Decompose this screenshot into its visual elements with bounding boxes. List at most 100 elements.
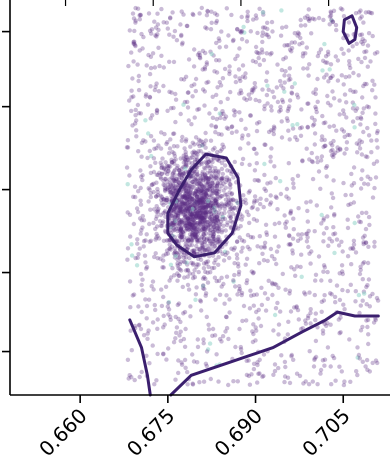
scatter-point: [187, 271, 192, 276]
scatter-point: [363, 364, 368, 369]
scatter-point: [200, 243, 205, 248]
scatter-point: [338, 315, 343, 320]
scatter-point: [177, 261, 183, 267]
scatter-point: [333, 300, 338, 305]
scatter-point: [176, 226, 182, 232]
scatter-point: [209, 214, 214, 219]
scatter-point: [284, 194, 289, 199]
scatter-point: [173, 205, 178, 211]
scatter-point: [206, 176, 211, 181]
scatter-point: [208, 224, 213, 229]
scatter-point: [294, 305, 299, 310]
scatter-point: [176, 266, 181, 271]
scatter-point: [136, 189, 141, 194]
scatter-point: [175, 257, 180, 262]
scatter-point: [173, 253, 178, 259]
scatter-point: [336, 317, 341, 322]
scatter-point: [201, 204, 207, 209]
scatter-point: [175, 183, 181, 188]
scatter-point: [159, 53, 164, 58]
scatter-point: [254, 218, 260, 223]
scatter-point: [180, 224, 185, 229]
scatter-point: [268, 159, 273, 164]
scatter-point: [286, 106, 291, 111]
scatter-point: [263, 188, 269, 193]
scatter-point: [198, 298, 203, 303]
scatter-point: [200, 195, 205, 200]
scatter-point: [131, 94, 136, 99]
scatter-point: [293, 135, 298, 140]
scatter-point: [185, 382, 190, 387]
scatter-point: [154, 224, 160, 229]
scatter-point: [283, 364, 288, 370]
scatter-point: [288, 211, 293, 216]
scatter-point: [223, 228, 228, 233]
scatter-point: [307, 62, 312, 67]
scatter-point: [194, 237, 200, 242]
scatter-point: [375, 360, 380, 366]
scatter-point: [232, 205, 237, 210]
scatter-point: [234, 252, 240, 257]
scatter-point: [207, 215, 213, 220]
scatter-point: [179, 42, 185, 47]
scatter-point: [204, 192, 210, 198]
scatter-point: [202, 172, 207, 177]
scatter-point: [232, 245, 237, 250]
scatter-point: [207, 238, 212, 243]
scatter-point: [189, 222, 194, 228]
scatter-point: [136, 78, 141, 84]
scatter-point: [304, 239, 310, 244]
scatter-point: [213, 219, 218, 224]
scatter-point: [219, 284, 224, 289]
scatter-point: [198, 220, 203, 226]
scatter-point: [341, 14, 347, 19]
scatter-point: [269, 254, 275, 259]
scatter-point: [295, 33, 300, 38]
scatter-point: [186, 216, 191, 221]
scatter-point: [194, 234, 199, 239]
scatter-point: [205, 181, 211, 186]
scatter-point: [240, 63, 246, 68]
scatter-point: [149, 284, 154, 289]
scatter-point: [219, 178, 225, 183]
scatter-point: [201, 232, 206, 237]
scatter-point: [186, 205, 191, 211]
scatter-point: [152, 207, 157, 212]
scatter-point: [150, 343, 155, 348]
scatter-point: [214, 187, 219, 192]
scatter-point: [325, 93, 330, 99]
scatter-point: [175, 271, 180, 276]
scatter-point: [193, 192, 198, 198]
scatter-point: [159, 194, 165, 200]
scatter-point: [220, 171, 225, 177]
scatter-point: [197, 185, 202, 190]
scatter-point: [312, 229, 317, 234]
scatter-point: [360, 168, 365, 173]
scatter-point: [328, 322, 333, 327]
scatter-point: [190, 11, 195, 17]
x-tick-label: 0.660: [34, 404, 91, 461]
scatter-point: [214, 217, 220, 222]
scatter-point: [171, 206, 177, 212]
scatter-point: [237, 110, 242, 115]
scatter-point: [179, 238, 185, 243]
scatter-point: [217, 80, 222, 85]
scatter-point: [148, 194, 153, 200]
scatter-point: [370, 291, 375, 297]
scatter-point: [211, 205, 217, 211]
scatter-point: [192, 216, 198, 221]
scatter-point: [181, 160, 186, 165]
scatter-point: [192, 192, 198, 197]
scatter-point: [309, 115, 315, 120]
scatter-point: [163, 200, 169, 205]
scatter-point: [235, 261, 241, 266]
scatter-point: [341, 82, 346, 87]
scatter-point: [192, 202, 197, 207]
scatter-point: [291, 227, 296, 232]
scatter-point: [295, 238, 301, 243]
scatter-point: [193, 231, 198, 237]
scatter-point: [129, 95, 134, 100]
scatter-point: [185, 201, 190, 206]
scatter-point: [198, 210, 204, 215]
scatter-point: [208, 158, 214, 163]
